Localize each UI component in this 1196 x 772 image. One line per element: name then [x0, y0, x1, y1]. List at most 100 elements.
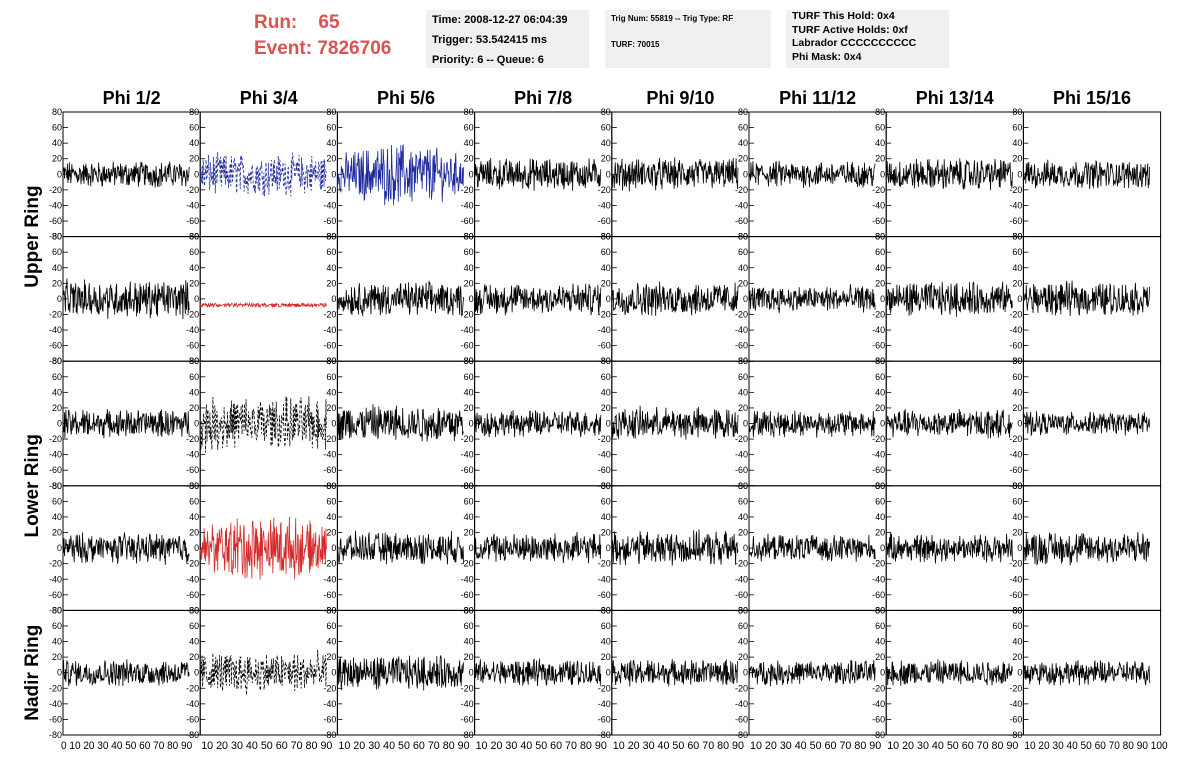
- plot-frame: [199, 360, 338, 487]
- waveform-trace: [474, 658, 602, 687]
- y-tick-label: -20: [1009, 185, 1022, 195]
- y-tick-label: -20: [1009, 309, 1022, 319]
- y-tick-label: -60: [735, 341, 748, 351]
- y-tick-label: 80: [1012, 605, 1022, 615]
- y-tick-label: -40: [49, 574, 62, 584]
- y-tick-label: 60: [875, 621, 885, 631]
- y-tick-label: 20: [52, 154, 62, 164]
- y-tick-label: 0: [469, 419, 474, 429]
- y-tick-label: 0: [194, 419, 199, 429]
- y-tick-label: -20: [49, 434, 62, 444]
- y-tick-label: 60: [52, 372, 62, 382]
- y-tick-label: 60: [464, 123, 474, 133]
- waveform-trace: [885, 408, 1013, 439]
- waveform-trace: [199, 301, 327, 309]
- y-tick-label: -40: [735, 699, 748, 709]
- y-tick-label: -20: [186, 309, 199, 319]
- waveform-trace: [474, 157, 602, 191]
- y-tick-label: 80: [189, 356, 199, 366]
- y-tick-label: 60: [738, 372, 748, 382]
- y-tick-label: 20: [1012, 278, 1022, 288]
- y-tick-label: 80: [52, 107, 62, 117]
- column-header: Phi 9/10: [646, 88, 714, 108]
- y-tick-label: -20: [598, 309, 611, 319]
- waveform-trace: [885, 158, 1013, 191]
- y-tick-label: -60: [735, 465, 748, 475]
- y-tick-label: 0: [880, 294, 885, 304]
- waveform-trace: [474, 283, 602, 316]
- y-tick-label: 0: [606, 543, 611, 553]
- y-tick-label: 0: [469, 169, 474, 179]
- waveform-trace: [62, 161, 190, 188]
- y-tick-label: -20: [1009, 559, 1022, 569]
- y-tick-label: -40: [49, 325, 62, 335]
- y-tick-label: 20: [326, 403, 336, 413]
- y-tick-label: 80: [738, 356, 748, 366]
- y-tick-label: 0: [1017, 668, 1022, 678]
- y-tick-label: -60: [598, 590, 611, 600]
- y-tick-label: -20: [186, 185, 199, 195]
- column-header: Phi 7/8: [514, 88, 572, 108]
- y-tick-label: 20: [601, 154, 611, 164]
- y-tick-label: 40: [464, 387, 474, 397]
- y-tick-label: 60: [1012, 372, 1022, 382]
- y-tick-label: 20: [464, 154, 474, 164]
- y-tick-label: 60: [464, 496, 474, 506]
- y-tick-label: 80: [326, 107, 336, 117]
- y-tick-label: 20: [189, 403, 199, 413]
- y-tick-label: -60: [186, 590, 199, 600]
- waveform-trace: [1023, 411, 1150, 437]
- y-tick-label: 40: [464, 138, 474, 148]
- y-tick-label: 60: [875, 496, 885, 506]
- y-tick-label: -20: [323, 559, 336, 569]
- y-tick-label: 80: [738, 605, 748, 615]
- y-tick-label: 0: [880, 668, 885, 678]
- y-tick-label: 40: [326, 637, 336, 647]
- waveform-trace: [474, 531, 602, 564]
- y-tick-label: 0: [743, 419, 748, 429]
- y-tick-label: -60: [735, 590, 748, 600]
- y-tick-label: 80: [1012, 232, 1022, 242]
- y-tick-label: -40: [598, 699, 611, 709]
- y-tick-label: -60: [1009, 590, 1022, 600]
- y-tick-label: -60: [1009, 465, 1022, 475]
- y-tick-label: 80: [326, 232, 336, 242]
- waveform-trace: [885, 532, 1013, 564]
- y-tick-label: 40: [875, 637, 885, 647]
- y-tick-label: -40: [323, 699, 336, 709]
- y-tick-label: 40: [738, 637, 748, 647]
- phi-mask-text: Phi Mask: 0x4: [792, 50, 862, 63]
- y-tick-label: 40: [52, 637, 62, 647]
- y-tick-label: -80: [461, 730, 474, 740]
- y-tick-label: -60: [872, 341, 885, 351]
- y-tick-label: 0: [1017, 294, 1022, 304]
- y-tick-label: 80: [464, 232, 474, 242]
- y-tick-label: 0: [743, 668, 748, 678]
- y-tick-label: 0: [57, 419, 62, 429]
- column-header: Phi 5/6: [377, 88, 435, 108]
- y-tick-label: 0: [331, 169, 336, 179]
- y-tick-label: 0: [1017, 543, 1022, 553]
- event-value: 7826706: [317, 38, 392, 59]
- y-tick-label: 60: [738, 496, 748, 506]
- waveform-trace: [62, 408, 190, 439]
- y-tick-label: -80: [49, 481, 62, 491]
- y-tick-label: 80: [189, 481, 199, 491]
- y-tick-label: -40: [461, 325, 474, 335]
- y-tick-label: -80: [735, 730, 748, 740]
- y-tick-label: -60: [872, 590, 885, 600]
- y-tick-label: 20: [189, 528, 199, 538]
- y-tick-label: -60: [735, 216, 748, 226]
- waveform-trace: [62, 659, 190, 687]
- y-tick-label: 0: [194, 294, 199, 304]
- y-tick-label: -60: [872, 465, 885, 475]
- waveform-trace: [62, 278, 190, 320]
- y-tick-label: -60: [735, 714, 748, 724]
- y-tick-label: -20: [461, 683, 474, 693]
- y-tick-label: -80: [186, 730, 199, 740]
- y-tick-label: 40: [189, 263, 199, 273]
- y-tick-label: 0: [469, 543, 474, 553]
- y-tick-label: 80: [1012, 356, 1022, 366]
- y-tick-label: 0: [57, 294, 62, 304]
- y-tick-label: -60: [49, 341, 62, 351]
